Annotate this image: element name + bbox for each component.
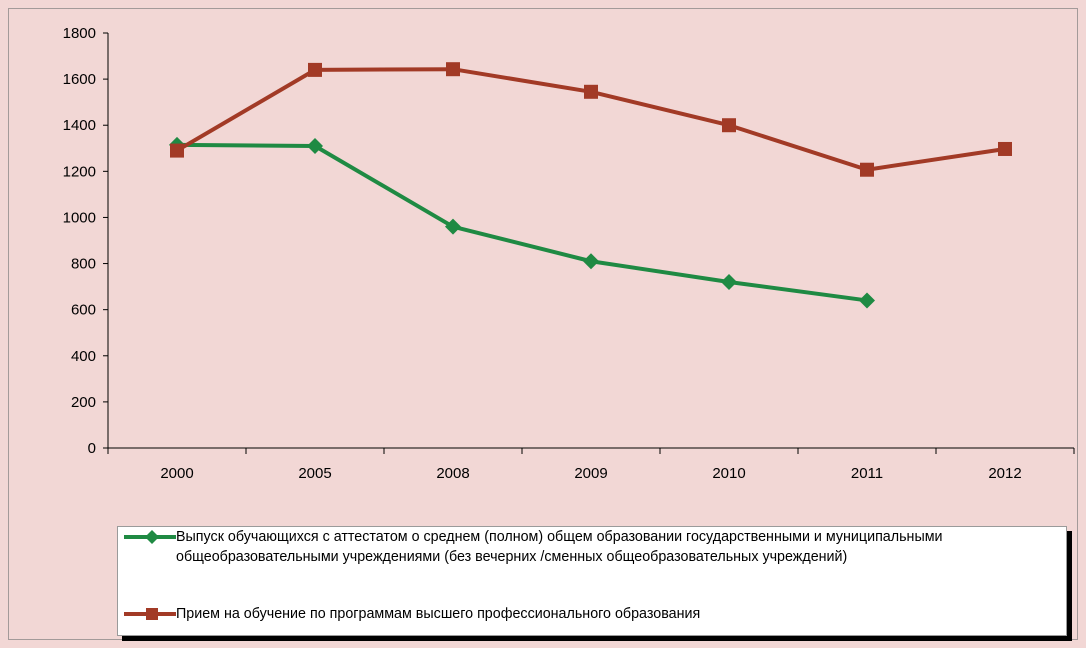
y-tick-label: 400 xyxy=(71,348,96,365)
y-tick-label: 0 xyxy=(88,440,96,457)
data-point xyxy=(308,62,322,77)
y-tick-label: 800 xyxy=(71,256,96,273)
y-tick-label: 1200 xyxy=(63,163,96,180)
data-point xyxy=(307,137,323,154)
legend-item-red: Прием на обучение по программам высшего … xyxy=(118,604,1056,624)
data-point xyxy=(170,143,184,158)
data-point xyxy=(998,141,1012,156)
series-marks xyxy=(169,62,1012,309)
square-marker-icon xyxy=(146,608,158,620)
legend-item-green: Выпуск обучающихся с аттестатом о средне… xyxy=(118,527,1056,567)
data-point xyxy=(860,162,874,177)
x-tick-label: 2000 xyxy=(160,465,193,482)
x-tick-label: 2009 xyxy=(574,465,607,482)
y-tick-label: 1600 xyxy=(63,71,96,88)
x-tick-label: 2005 xyxy=(298,465,331,482)
y-tick-label: 1800 xyxy=(63,25,96,42)
data-point xyxy=(721,274,737,290)
x-tick-label: 2011 xyxy=(851,465,883,482)
data-point xyxy=(722,118,736,133)
legend-label-green: Выпуск обучающихся с аттестатом о средне… xyxy=(176,529,943,565)
x-tick-label: 2008 xyxy=(436,465,469,482)
y-tick-label: 200 xyxy=(71,394,96,411)
data-point xyxy=(583,253,599,270)
y-tick-label: 1400 xyxy=(63,117,96,134)
series-line xyxy=(176,142,868,303)
series-green xyxy=(169,136,875,309)
legend-key-red xyxy=(118,604,176,624)
legend-key-green xyxy=(118,527,176,547)
data-point xyxy=(859,292,875,309)
y-tick-label: 1000 xyxy=(63,209,96,226)
chart-frame: 0 200 400 600 800 1000 1200 1400 1600 1800 2000 200… xyxy=(8,8,1078,640)
diamond-marker-icon xyxy=(145,530,159,544)
data-point xyxy=(584,84,598,99)
y-tick-label: 600 xyxy=(71,302,96,319)
series-line xyxy=(175,67,1006,172)
x-tick-label: 2012 xyxy=(988,465,1021,482)
data-point xyxy=(445,218,461,235)
data-point xyxy=(446,62,460,77)
axes: 0 200 400 600 800 1000 1200 1400 1600 1800 2000 200… xyxy=(63,25,1075,482)
x-tick-label: 2010 xyxy=(712,465,745,482)
series-red xyxy=(170,62,1012,177)
legend: Выпуск обучающихся с аттестатом о средне… xyxy=(117,526,1067,636)
legend-label-red: Прием на обучение по программам высшего … xyxy=(176,606,701,622)
line-chart: 0 200 400 600 800 1000 1200 1400 1600 1800 2000 200… xyxy=(63,25,1075,482)
